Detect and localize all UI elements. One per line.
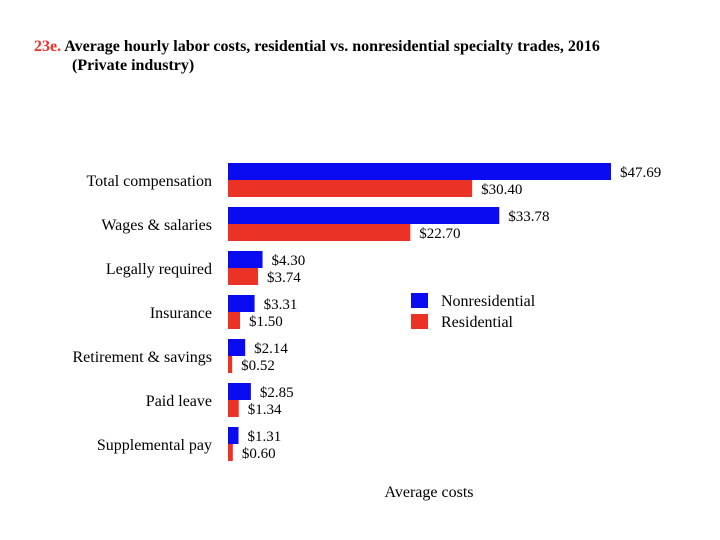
data-label: $1.31	[248, 429, 282, 445]
category-label: Retirement & savings	[72, 349, 212, 366]
bar-nonresidential	[228, 339, 246, 356]
chart-title: 23e. Average hourly labor costs, residen…	[34, 37, 714, 75]
bar-nonresidential	[228, 427, 239, 444]
title-subtitle: (Private industry)	[72, 57, 195, 74]
data-label: $0.52	[241, 358, 275, 374]
legend-swatch-nonresidential	[411, 293, 428, 308]
legend-label: Residential	[441, 314, 514, 331]
bar-residential	[228, 356, 233, 373]
data-label: $2.14	[254, 341, 288, 357]
title-prefix: 23e.	[34, 38, 62, 55]
category-label: Legally required	[106, 261, 212, 278]
bar-nonresidential	[228, 207, 500, 224]
legend-swatch-residential	[411, 314, 428, 329]
data-label: $30.40	[481, 182, 522, 198]
category-label: Paid leave	[146, 393, 212, 410]
bar-nonresidential	[228, 383, 251, 400]
category-label: Insurance	[150, 305, 212, 322]
x-axis-label: Average costs	[384, 484, 474, 501]
bar-residential	[228, 312, 241, 329]
bar-nonresidential	[228, 295, 255, 312]
category-label: Total compensation	[86, 173, 212, 190]
bar-residential	[228, 444, 233, 461]
category-label: Supplemental pay	[97, 437, 212, 454]
data-label: $33.78	[508, 209, 549, 225]
data-label: $2.85	[260, 385, 294, 401]
data-label: $22.70	[419, 226, 460, 242]
bar-residential	[228, 180, 473, 197]
data-label: $3.74	[267, 270, 301, 286]
data-label: $4.30	[272, 253, 306, 269]
bar-nonresidential	[228, 251, 263, 268]
data-label: $1.50	[249, 314, 283, 330]
bar-nonresidential	[228, 163, 611, 180]
category-label: Wages & salaries	[101, 217, 212, 234]
bar-residential	[228, 268, 259, 285]
title-main: Average hourly labor costs, residential …	[64, 38, 600, 55]
bar-residential	[228, 224, 411, 241]
data-label: $0.60	[242, 446, 276, 462]
data-label: $3.31	[264, 297, 298, 313]
legend-label: Nonresidential	[441, 293, 536, 310]
data-label: $1.34	[248, 402, 282, 418]
data-label: $47.69	[620, 165, 661, 181]
bar-residential	[228, 400, 239, 417]
